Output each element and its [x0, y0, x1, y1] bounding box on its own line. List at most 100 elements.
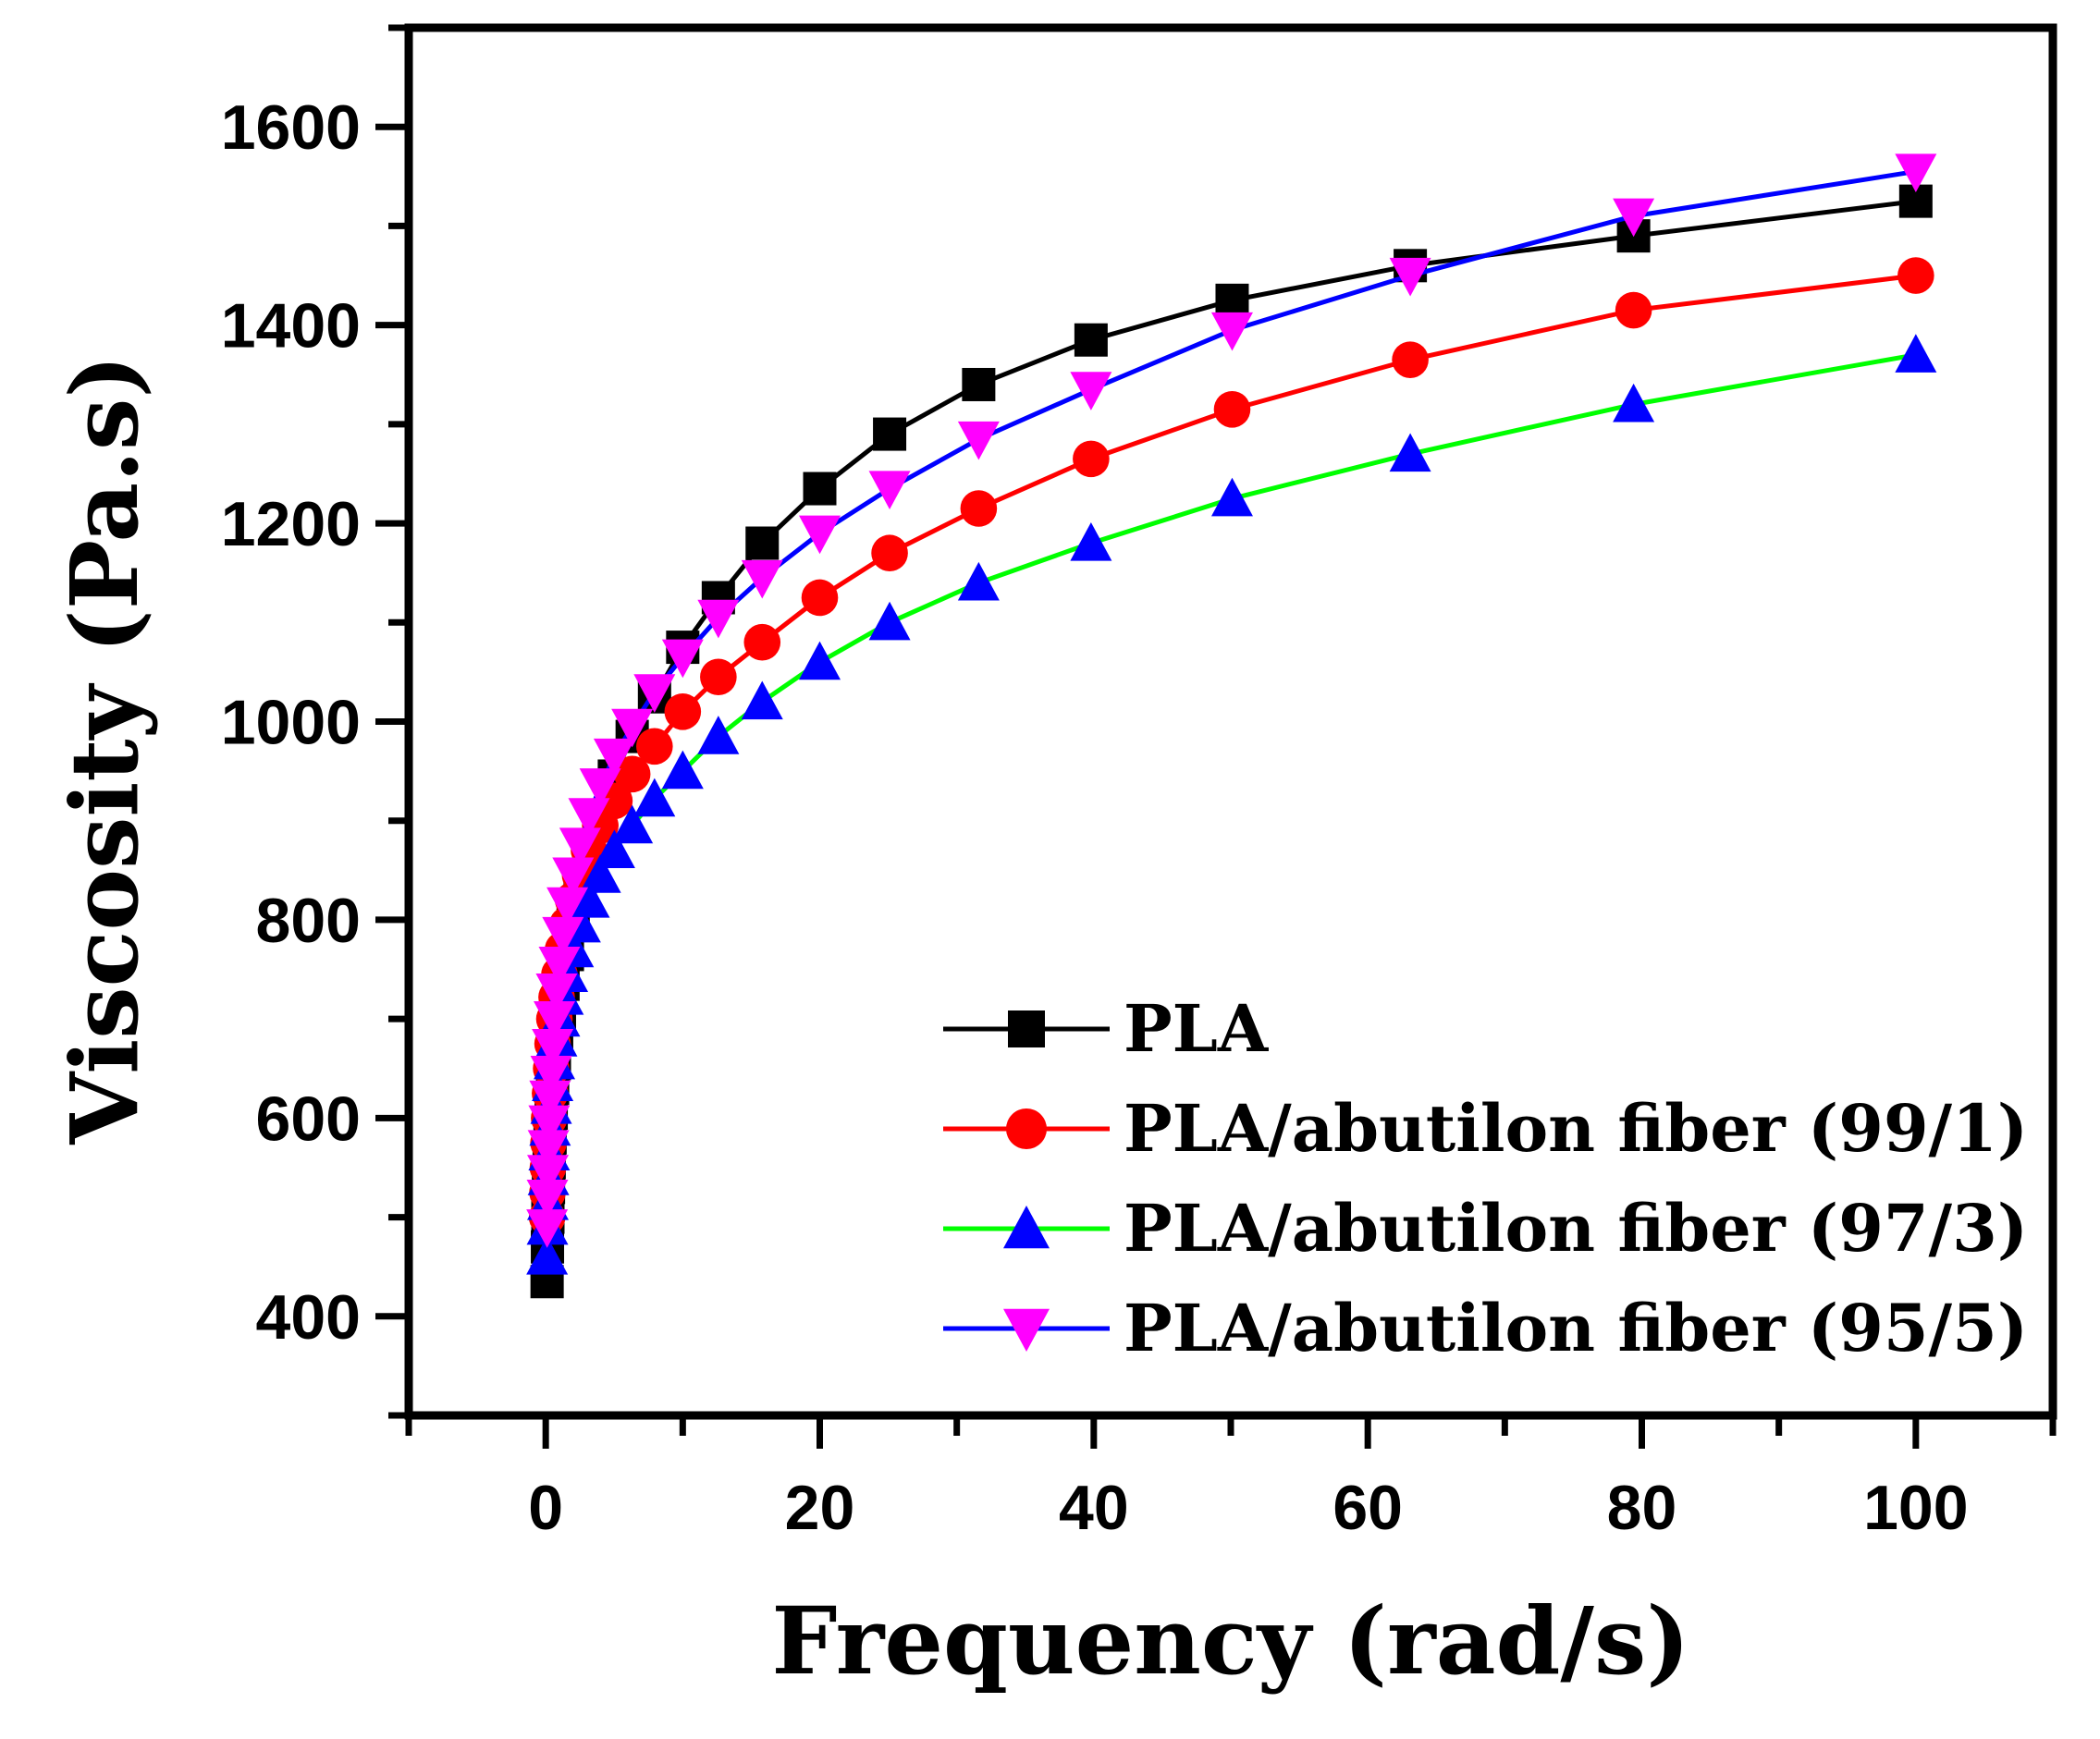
data-point: [803, 471, 837, 506]
data-point: [559, 827, 601, 867]
data-point: [697, 716, 740, 754]
data-point: [960, 490, 998, 527]
data-point: [868, 471, 911, 510]
data-point: [1897, 257, 1934, 294]
data-point: [697, 599, 740, 639]
data-point: [542, 916, 584, 956]
data-point: [593, 738, 635, 778]
legend-item: PLA/abutilon fiber (95/5): [943, 1290, 2028, 1366]
data-point: [871, 534, 908, 572]
data-point: [526, 1209, 569, 1248]
data-point: [1070, 372, 1112, 410]
data-point: [1070, 522, 1112, 561]
legend-item: PLA/abutilon fiber (99/1): [943, 1090, 2028, 1167]
y-tick-label: 1000: [221, 688, 361, 758]
data-point: [534, 1001, 576, 1040]
y-axis-title: Viscosity (Pa.s): [50, 354, 159, 1145]
data-point: [741, 680, 783, 720]
legend-marker: [1008, 1010, 1045, 1047]
data-point: [661, 750, 704, 790]
data-point: [529, 1080, 571, 1120]
legend-marker: [1006, 1108, 1047, 1149]
data-point: [962, 367, 996, 401]
data-point: [1389, 257, 1431, 297]
x-axis-title: Frequency (rad/s): [771, 1586, 1689, 1696]
data-point: [1210, 312, 1253, 351]
data-point: [526, 1235, 569, 1275]
data-point: [1615, 291, 1652, 329]
data-point: [957, 561, 1000, 601]
legend-label: PLA/abutilon fiber (95/5): [1124, 1290, 2028, 1366]
x-tick-label: 60: [1332, 1473, 1403, 1543]
legend-item: PLA/abutilon fiber (97/3): [943, 1190, 2028, 1267]
legend-marker: [1003, 1308, 1050, 1352]
data-point: [664, 692, 702, 730]
data-point: [579, 854, 621, 893]
data-point: [532, 1029, 574, 1068]
y-tick-label: 600: [256, 1084, 361, 1154]
y-tick-label: 1600: [221, 92, 361, 163]
data-point: [1392, 341, 1429, 378]
data-point: [633, 778, 676, 817]
data-point: [868, 601, 911, 641]
legend-item: PLA: [943, 990, 1270, 1067]
data-point: [700, 658, 737, 696]
x-tick-label: 0: [528, 1473, 563, 1543]
data-point: [568, 798, 610, 837]
data-point: [1073, 440, 1110, 478]
data-point: [661, 639, 704, 679]
x-tick-label: 100: [1863, 1473, 1968, 1543]
series-group: [526, 153, 1937, 1299]
legend-marker: [1003, 1206, 1050, 1249]
legend-label: PLA: [1124, 990, 1270, 1067]
data-point: [568, 878, 610, 918]
tick-marks: [375, 24, 2057, 1449]
data-point: [957, 421, 1000, 460]
data-point: [633, 674, 676, 713]
data-point: [528, 1105, 571, 1145]
y-tick-label: 400: [256, 1282, 361, 1353]
data-point: [801, 579, 839, 617]
data-point: [743, 623, 781, 661]
data-point: [1389, 433, 1431, 472]
y-tick-label: 1200: [221, 489, 361, 559]
data-point: [552, 857, 595, 897]
data-point: [546, 887, 589, 926]
data-point: [799, 515, 841, 555]
data-point: [613, 755, 651, 793]
data-point: [799, 641, 841, 680]
legend-label: PLA/abutilon fiber (97/3): [1124, 1190, 2028, 1267]
data-point: [741, 559, 783, 599]
data-point: [1215, 283, 1249, 317]
data-point: [636, 728, 673, 765]
x-tick-label: 80: [1607, 1473, 1677, 1543]
data-point: [593, 829, 635, 869]
data-point: [1213, 390, 1251, 428]
tick-labels: 0 20 40 60 80 100 400 600 800 1000 1200 1400 1600: [221, 92, 1969, 1543]
data-point: [1210, 477, 1253, 517]
data-point: [527, 1155, 570, 1194]
data-point: [745, 526, 780, 560]
data-point: [526, 1180, 569, 1219]
data-point: [1895, 153, 1937, 192]
data-point: [873, 417, 907, 451]
data-point: [538, 947, 581, 986]
data-point: [527, 1130, 570, 1170]
data-point: [530, 1055, 572, 1095]
x-tick-label: 40: [1059, 1473, 1129, 1543]
series-1: [528, 257, 1934, 1236]
data-point: [611, 804, 654, 844]
data-point: [1613, 198, 1655, 238]
legend: PLA PLA/abutilon fiber (99/1) PLA/abutilon…: [943, 990, 2028, 1366]
plot-frame: [404, 23, 2057, 1420]
data-point: [1613, 383, 1655, 423]
legend-label: PLA/abutilon fiber (99/1): [1124, 1090, 2028, 1167]
data-point: [611, 708, 654, 748]
data-point: [1074, 323, 1108, 357]
y-tick-label: 800: [256, 886, 361, 956]
data-point: [1895, 334, 1937, 373]
x-tick-label: 20: [785, 1473, 855, 1543]
data-point: [579, 768, 621, 807]
